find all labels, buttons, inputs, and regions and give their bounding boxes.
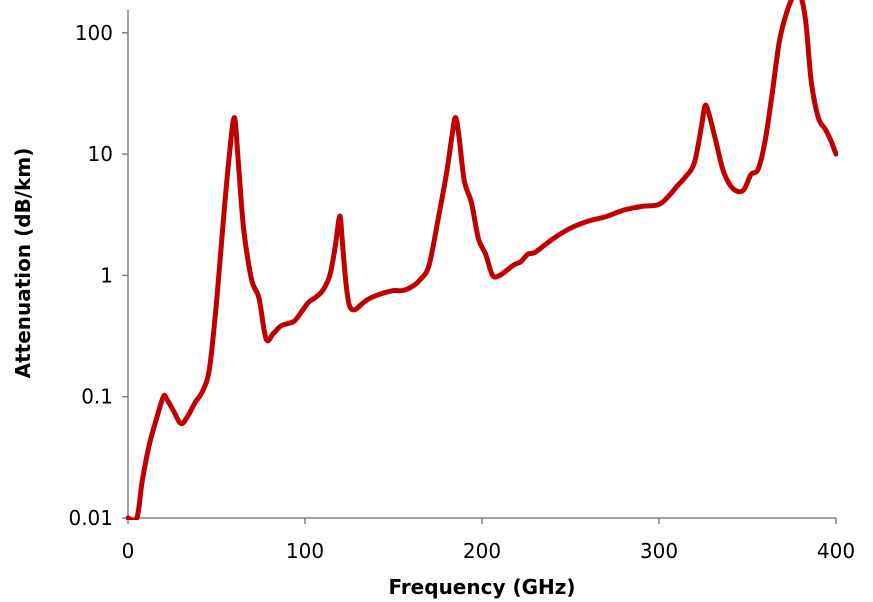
x-tick-label: 200 xyxy=(463,539,501,563)
x-tick-label: 0 xyxy=(122,539,135,563)
attenuation-series-line xyxy=(126,0,838,520)
series-layer xyxy=(126,0,838,520)
x-tick-label: 300 xyxy=(640,539,678,563)
y-axis-title: Attenuation (dB/km) xyxy=(11,148,35,379)
x-axis-ticks: 0 100 200 300 400 xyxy=(122,518,855,563)
y-tick-label: 10 xyxy=(88,142,113,166)
x-axis-title: Frequency (GHz) xyxy=(388,575,575,599)
x-tick-label: 400 xyxy=(817,539,855,563)
x-tick-label: 100 xyxy=(286,539,324,563)
y-tick-label: 100 xyxy=(75,21,113,45)
plot-area: 0.01 0.1 1 10 100 0 100 200 300 400 xyxy=(68,0,855,563)
y-tick-label: 0.1 xyxy=(81,385,113,409)
y-tick-label: 1 xyxy=(100,263,113,287)
y-tick-label: 0.01 xyxy=(68,506,113,530)
y-axis-ticks: 0.01 0.1 1 10 100 xyxy=(68,21,128,530)
